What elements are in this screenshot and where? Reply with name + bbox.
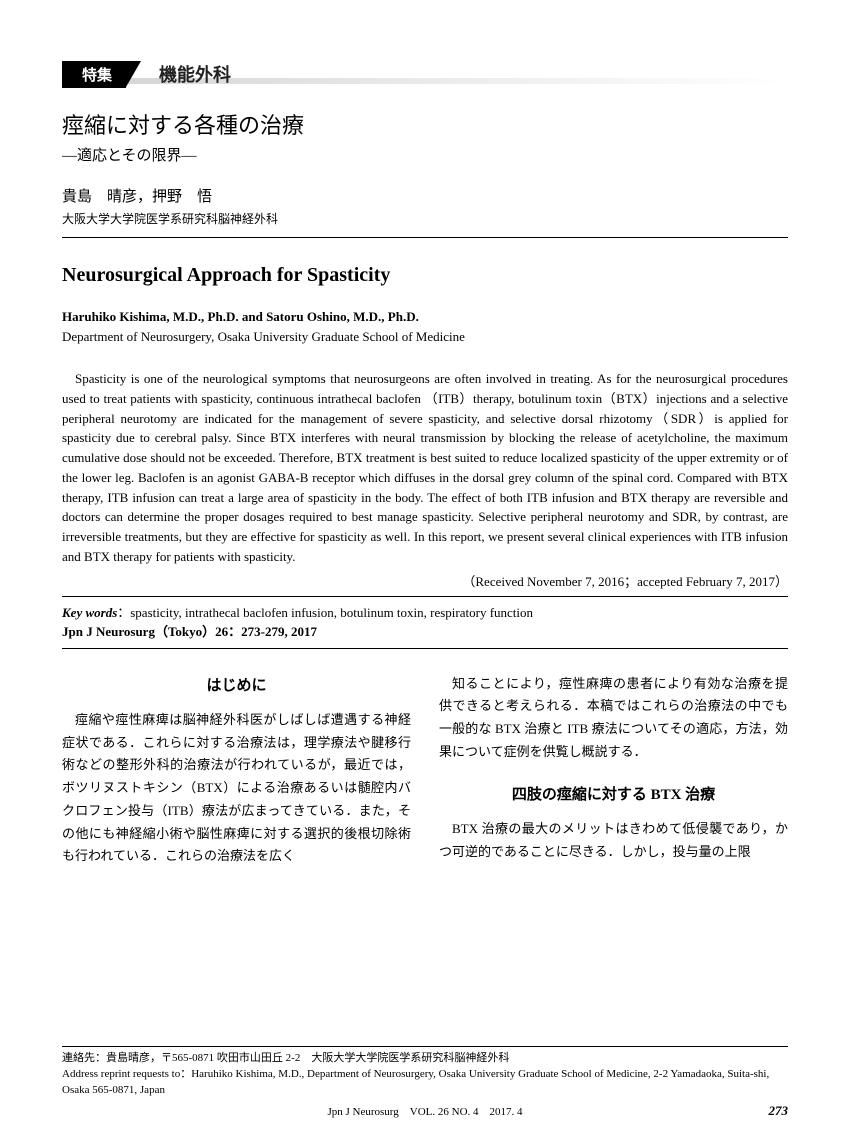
journal-citation: Jpn J Neurosurg（Tokyo）26：273-279, 2017 — [62, 624, 317, 639]
received-dates: （Received November 7, 2016；accepted Febr… — [62, 571, 788, 590]
section-heading-intro: はじめに — [62, 673, 411, 699]
keywords-label: Key words — [62, 605, 117, 620]
banner-gray-label: 機能外科 — [131, 58, 245, 90]
japanese-authors: 貴島 晴彦，押野 悟 — [62, 185, 788, 206]
rule-after-keywords — [62, 648, 788, 649]
japanese-title-block: 痙縮に対する各種の治療 ―適応とその限界― 貴島 晴彦，押野 悟 大阪大学大学院… — [62, 108, 788, 227]
journal-footer-line: Jpn J Neurosurg VOL. 26 NO. 4 2017. 4 — [327, 1103, 522, 1119]
right-column: 知ることにより，痙性麻痺の患者により有効な治療を提供できると考えられる．本稿では… — [439, 673, 788, 869]
rule-before-keywords — [62, 596, 788, 597]
banner-black-label: 特集 — [62, 61, 126, 88]
abstract-text: Spasticity is one of the neurological sy… — [62, 369, 788, 567]
left-column: はじめに 痙縮や痙性麻痺は脳神経外科医がしばしば遭遇する神経症状である．これらに… — [62, 673, 411, 869]
page-footer: Jpn J Neurosurg VOL. 26 NO. 4 2017. 4 27… — [62, 1103, 788, 1119]
keywords-block: Key words：spasticity, intrathecal baclof… — [62, 603, 788, 642]
english-authors: Haruhiko Kishima, M.D., Ph.D. and Satoru… — [62, 309, 788, 325]
rule-after-jp-block — [62, 237, 788, 238]
japanese-affiliation: 大阪大学大学院医学系研究科脳神経外科 — [62, 210, 788, 227]
footer-rule — [62, 1046, 788, 1047]
english-affiliation: Department of Neurosurgery, Osaka Univer… — [62, 329, 788, 345]
left-column-text: 痙縮や痙性麻痺は脳神経外科医がしばしば遭遇する神経症状である．これらに対する治療… — [62, 709, 411, 868]
body-two-column: はじめに 痙縮や痙性麻痺は脳神経外科医がしばしば遭遇する神経症状である．これらに… — [62, 673, 788, 869]
section-heading-btx: 四肢の痙縮に対する BTX 治療 — [439, 782, 788, 808]
right-column-top-text: 知ることにより，痙性麻痺の患者により有効な治療を提供できると考えられる．本稿では… — [439, 673, 788, 764]
english-title: Neurosurgical Approach for Spasticity — [62, 264, 788, 287]
contact-footer: 連絡先：貴島晴彦，〒565-0871 吹田市山田丘 2-2 大阪大学大学院医学系… — [62, 1046, 788, 1099]
japanese-subtitle: ―適応とその限界― — [62, 144, 788, 165]
keywords-value: ：spasticity, intrathecal baclofen infusi… — [117, 605, 533, 620]
page-number: 273 — [769, 1103, 789, 1119]
japanese-title: 痙縮に対する各種の治療 — [62, 108, 788, 140]
right-column-bottom-text: BTX 治療の最大のメリットはきわめて低侵襲であり，かつ可逆的であることに尽きる… — [439, 818, 788, 864]
footer-jp-contact: 連絡先：貴島晴彦，〒565-0871 吹田市山田丘 2-2 大阪大学大学院医学系… — [62, 1051, 788, 1067]
journal-section-banner: 特集 機能外科 — [62, 58, 788, 90]
footer-en-contact: Address reprint requests to：Haruhiko Kis… — [62, 1067, 788, 1099]
